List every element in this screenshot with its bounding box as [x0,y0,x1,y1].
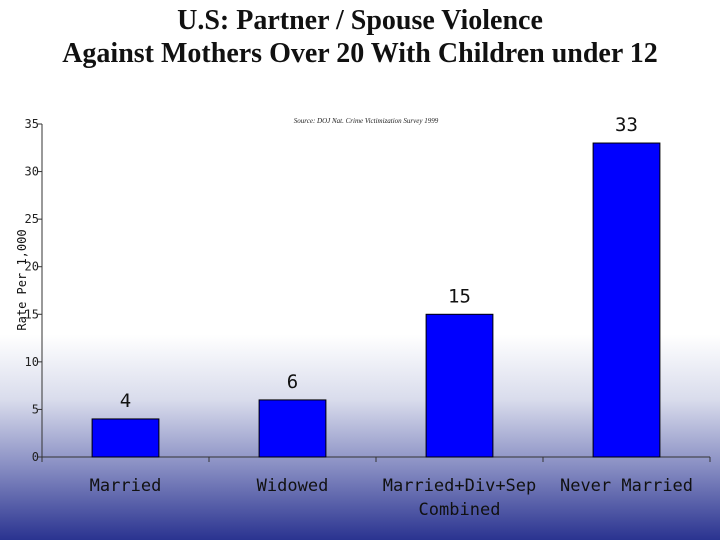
bar-2 [425,313,494,458]
data-label-0: 4 [120,390,131,412]
plot-area: 0 5 10 15 20 25 30 35 4 Married 6 Widowed 15 Married+… [25,114,711,520]
data-label-2: 15 [448,285,471,307]
data-label-3: 33 [615,114,638,136]
y-tick-label-3: 15 [25,307,39,321]
slide-title: U.S: Partner / Spouse Violence Against M… [0,4,720,70]
category-label-1: Widowed [257,476,329,496]
category-label-0: Married [90,476,162,496]
bar-0 [91,418,160,458]
y-tick-label-2: 10 [25,355,39,369]
title-line-2: Against Mothers Over 20 With Children un… [62,38,658,69]
y-tick-label-6: 30 [25,165,39,179]
y-tick-label-5: 25 [25,212,39,226]
category-label-2-line-1: Combined [419,500,501,520]
y-tick-label-0: 0 [32,450,39,464]
data-label-1: 6 [287,371,298,393]
y-axis-title: Rate Per 1,000 [15,229,29,330]
category-label-2-line-0: Married+Div+Sep [383,476,537,496]
title-line-1: U.S: Partner / Spouse Violence [177,5,543,36]
category-label-3: Never Married [560,476,693,496]
bar-3 [592,142,661,458]
y-tick-label-1: 5 [32,402,39,416]
chart-source: Source: DOJ Nat. Crime Victimization Sur… [294,117,439,125]
bar-1 [258,399,327,458]
y-tick-label-4: 20 [25,260,39,274]
y-tick-label-7: 35 [25,117,39,131]
